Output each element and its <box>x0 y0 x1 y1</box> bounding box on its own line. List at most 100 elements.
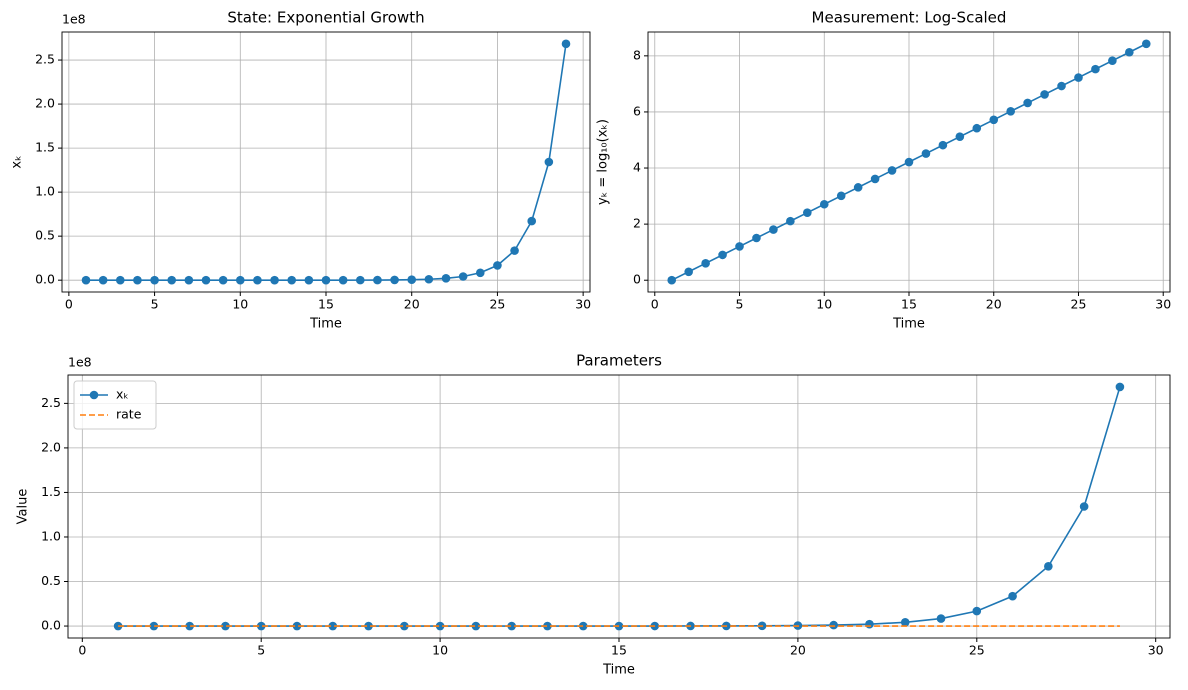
plot-frame <box>647 31 1171 293</box>
data-point <box>256 621 266 631</box>
data-point <box>921 149 931 158</box>
legend-label: rate <box>116 407 142 422</box>
data-point <box>149 621 159 631</box>
data-point <box>1006 107 1015 116</box>
data-point <box>218 275 228 285</box>
data-point <box>471 621 481 631</box>
x-tick-label: 30 <box>1155 297 1171 312</box>
data-point <box>543 621 552 631</box>
x-tick-label: 30 <box>575 297 591 312</box>
data-point <box>561 39 571 49</box>
data-point <box>786 216 795 226</box>
y-tick-label: 1.5 <box>41 484 61 499</box>
data-point <box>150 275 159 285</box>
data-point <box>836 191 846 201</box>
chart-title: State: Exponential Growth <box>227 9 424 27</box>
data-point <box>887 166 897 175</box>
data-point <box>304 275 314 285</box>
data-point <box>1074 73 1083 82</box>
data-point <box>390 275 399 285</box>
data-point <box>475 268 485 278</box>
data-point <box>829 620 838 630</box>
data-point <box>527 216 537 226</box>
data-point <box>185 621 194 631</box>
y-tick-label: 1.0 <box>41 528 61 543</box>
data-point <box>667 275 677 285</box>
y-offset-label: 1e8 <box>68 355 92 370</box>
data-point <box>167 275 177 285</box>
subplot: 0 5 10 15 20 25 30 0 2 4 6 8 Measurement: Log-Scaled… <box>596 9 1172 332</box>
x-tick-label: 20 <box>404 297 420 312</box>
y-tick-label: 0.5 <box>35 228 55 243</box>
data-point <box>98 275 108 285</box>
y-axis-label: yₖ = log₁₀(xₖ) <box>596 119 611 205</box>
data-point <box>373 275 382 285</box>
y-tick-label: 4 <box>633 160 641 175</box>
data-point <box>355 275 365 285</box>
data-point <box>853 183 863 192</box>
data-point <box>184 275 194 285</box>
x-tick-label: 10 <box>232 297 248 312</box>
data-point <box>803 208 812 217</box>
y-tick-label: 1.0 <box>35 184 55 199</box>
x-tick-label: 25 <box>1071 297 1087 312</box>
data-point <box>507 621 516 631</box>
data-point <box>900 618 910 627</box>
data-point <box>1023 98 1032 108</box>
data-point <box>578 621 588 631</box>
y-axis-label: xₖ <box>10 155 25 168</box>
chart-title: Parameters <box>576 352 662 370</box>
data-point <box>1125 47 1134 57</box>
chart-title: Measurement: Log-Scaled <box>812 9 1007 27</box>
data-point <box>221 621 230 631</box>
y-tick-label: 0.0 <box>35 272 55 287</box>
x-tick-label: 5 <box>151 297 159 312</box>
data-point <box>718 250 727 260</box>
x-tick-label: 0 <box>78 643 86 658</box>
data-point <box>493 261 502 270</box>
x-tick-label: 10 <box>816 297 832 312</box>
x-axis-label: Time <box>892 317 925 332</box>
data-point <box>938 140 948 150</box>
x-tick-label: 20 <box>986 297 1002 312</box>
data-point <box>769 225 778 234</box>
data-point <box>292 621 302 631</box>
data-point <box>321 275 331 285</box>
data-point <box>701 259 710 268</box>
subplot: 0 5 10 15 20 25 30 0.0 0.5 1.0 1.5 2.0 2.5 Parameters… <box>16 352 1171 678</box>
data-point <box>904 157 914 167</box>
data-point <box>328 621 338 631</box>
x-tick-label: 30 <box>1148 643 1164 658</box>
data-point <box>1115 382 1125 392</box>
legend-label: xₖ <box>116 387 129 402</box>
y-tick-label: 2.0 <box>41 439 61 454</box>
data-point <box>1040 90 1049 99</box>
data-point <box>972 606 982 616</box>
data-point <box>458 272 468 281</box>
y-tick-label: 8 <box>633 47 641 62</box>
data-point <box>133 275 142 285</box>
subplot: 0 5 10 15 20 25 30 0.0 0.5 1.0 1.5 2.0 2.5 State: Exp… <box>10 9 592 332</box>
data-point <box>735 242 744 251</box>
x-tick-label: 25 <box>489 297 505 312</box>
x-tick-label: 5 <box>257 643 265 658</box>
data-point <box>81 275 91 285</box>
data-point <box>955 132 965 141</box>
data-point <box>338 275 348 285</box>
x-axis-label: Time <box>309 317 342 332</box>
y-tick-label: 0.5 <box>41 573 61 588</box>
data-point <box>684 267 693 277</box>
data-point <box>424 274 434 284</box>
x-tick-label: 15 <box>318 297 334 312</box>
x-tick-label: 0 <box>651 297 659 312</box>
data-point <box>972 123 982 133</box>
data-point <box>819 199 829 209</box>
x-tick-label: 15 <box>611 643 627 658</box>
data-point <box>510 246 519 255</box>
x-tick-label: 0 <box>65 297 73 312</box>
y-tick-label: 0.0 <box>41 618 61 633</box>
y-tick-label: 2 <box>633 216 641 231</box>
x-tick-label: 10 <box>432 643 448 658</box>
y-tick-label: 0 <box>633 272 641 287</box>
data-point <box>253 275 262 285</box>
